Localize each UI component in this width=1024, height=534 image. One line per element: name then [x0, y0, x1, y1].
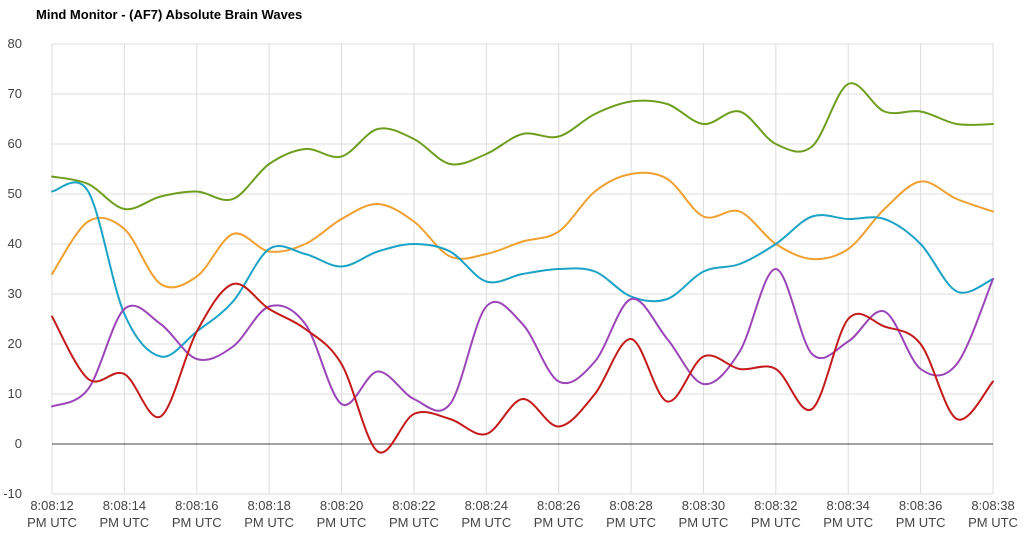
x-tick-time: 8:08:30: [682, 498, 725, 513]
y-tick-label: 60: [8, 136, 22, 151]
x-tick-time: 8:08:36: [899, 498, 942, 513]
x-tick-time: 8:08:38: [971, 498, 1014, 513]
x-tick-zone: PM UTC: [606, 515, 656, 530]
x-tick-time: 8:08:32: [754, 498, 797, 513]
y-tick-label: 20: [8, 336, 22, 351]
x-tick-zone: PM UTC: [751, 515, 801, 530]
x-tick-zone: PM UTC: [172, 515, 222, 530]
x-tick-zone: PM UTC: [823, 515, 873, 530]
y-tick-label: 40: [8, 236, 22, 251]
x-tick-time: 8:08:16: [175, 498, 218, 513]
x-tick-time: 8:08:22: [392, 498, 435, 513]
x-tick-zone: PM UTC: [99, 515, 149, 530]
x-tick-zone: PM UTC: [679, 515, 729, 530]
y-tick-label: 50: [8, 186, 22, 201]
x-tick-time: 8:08:18: [247, 498, 290, 513]
x-tick-zone: PM UTC: [244, 515, 294, 530]
grid-lines: [51, 43, 994, 495]
x-tick-zone: PM UTC: [27, 515, 77, 530]
y-tick-label: 0: [15, 436, 22, 451]
y-tick-label: 10: [8, 386, 22, 401]
x-tick-zone: PM UTC: [461, 515, 511, 530]
series-line-4: [51, 267, 994, 412]
series-line-3: [51, 181, 994, 358]
chart-title: Mind Monitor - (AF7) Absolute Brain Wave…: [36, 7, 303, 22]
x-tick-time: 8:08:14: [103, 498, 146, 513]
x-axis-ticks: 8:08:12 PM UTC 8:08:14 PM UTC 8:08:16 PM UTC 8…: [27, 498, 1018, 530]
x-tick-zone: PM UTC: [389, 515, 439, 530]
x-tick-zone: PM UTC: [896, 515, 946, 530]
series-line-2: [51, 171, 994, 289]
x-tick-zone: PM UTC: [968, 515, 1018, 530]
series-lines: [51, 82, 994, 454]
y-tick-label: 70: [8, 86, 22, 101]
x-tick-zone: PM UTC: [317, 515, 367, 530]
x-tick-time: 8:08:24: [465, 498, 508, 513]
x-tick-zone: PM UTC: [534, 515, 584, 530]
y-tick-label: -10: [3, 486, 22, 501]
x-tick-time: 8:08:28: [609, 498, 652, 513]
x-tick-time: 8:08:20: [320, 498, 363, 513]
x-tick-time: 8:08:12: [30, 498, 73, 513]
series-line-5: [51, 282, 994, 454]
x-tick-time: 8:08:26: [537, 498, 580, 513]
x-tick-time: 8:08:34: [827, 498, 870, 513]
series-line-1: [51, 82, 994, 211]
y-axis-ticks: 80 70 60 50 40 30 20 10 0 -10: [3, 36, 22, 501]
y-tick-label: 30: [8, 286, 22, 301]
y-tick-label: 80: [8, 36, 22, 51]
